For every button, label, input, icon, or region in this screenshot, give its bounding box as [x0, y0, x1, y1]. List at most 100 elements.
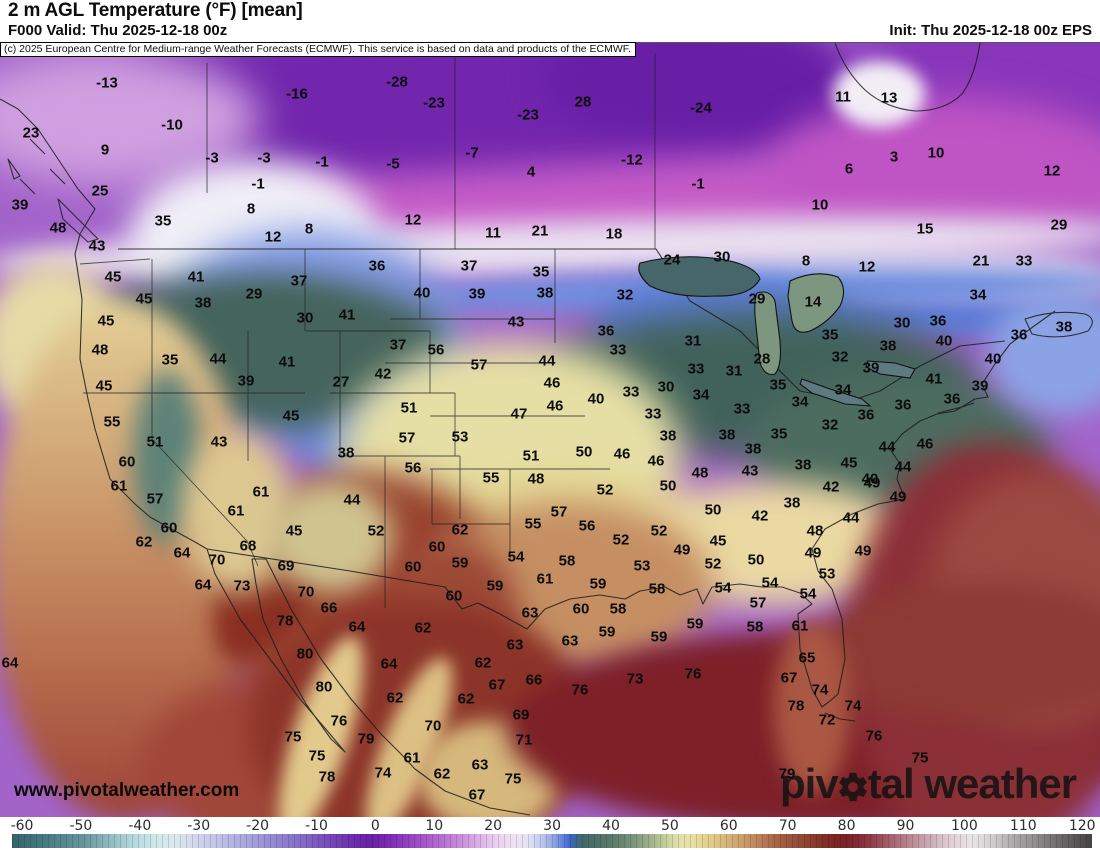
temp-label: 37	[389, 336, 407, 354]
temp-label: 33	[622, 383, 640, 401]
colorbar-tick: 110	[1009, 818, 1037, 834]
temp-label: 39	[237, 372, 255, 390]
temp-label: 69	[277, 557, 295, 575]
colorbar-tick-labels: -60 -50 -40 -30 -20 -10 0 10 20 30 40 50 60 70 80 90 100…	[0, 818, 1100, 834]
temp-label: 71	[515, 731, 533, 749]
temp-label: 78	[276, 612, 294, 630]
temp-label: 75	[284, 728, 302, 746]
temp-label: 33	[644, 405, 662, 423]
temp-label: 65	[798, 649, 816, 667]
temp-label: 62	[457, 690, 475, 708]
temp-label: 53	[451, 428, 469, 446]
valid-time-label: F000 Valid: Thu 2025-12-18 00z	[8, 22, 228, 39]
temp-label: 36	[857, 406, 875, 424]
temp-label: 50	[747, 551, 765, 569]
init-time-label: Init: Thu 2025-12-18 00z EPS	[889, 22, 1092, 39]
temp-label: 35	[769, 376, 787, 394]
temp-label: 11	[835, 88, 851, 106]
temp-label: 10	[811, 196, 829, 214]
temp-label: 41	[338, 306, 356, 324]
temp-label: 73	[233, 577, 251, 595]
temp-label: 43	[507, 313, 525, 331]
temp-label: 63	[471, 756, 489, 774]
temp-label: 42	[374, 365, 392, 383]
logo-text-pre: piv	[780, 760, 839, 807]
temp-label: 32	[831, 348, 849, 366]
temp-label: 48	[91, 341, 109, 359]
temp-label: 40	[861, 470, 879, 488]
temp-label: 30	[296, 309, 314, 327]
temp-label: 41	[187, 268, 205, 286]
temp-label: 62	[135, 533, 153, 551]
temp-label: 50	[575, 443, 593, 461]
temp-label: 38	[718, 426, 736, 444]
temp-label: 23	[22, 124, 40, 142]
colorbar-legend: -60 -50 -40 -30 -20 -10 0 10 20 30 40 50 60 70 80 90 100…	[0, 817, 1100, 850]
temp-label: 44	[343, 491, 361, 509]
temp-label: 76	[330, 712, 348, 730]
temp-label: 36	[929, 312, 947, 330]
temp-label: 75	[911, 749, 929, 767]
temp-label: 38	[1055, 318, 1073, 336]
temp-label: 45	[104, 268, 122, 286]
temp-label: 78	[318, 768, 336, 786]
temp-label: 42	[751, 507, 769, 525]
temp-label: 35	[532, 263, 550, 281]
temp-label: -1	[251, 175, 265, 193]
temp-label: 12	[404, 211, 422, 229]
temp-label: 46	[613, 445, 631, 463]
temp-label: -1	[315, 153, 329, 171]
colorbar-tick: -20	[246, 818, 270, 834]
temp-label: 57	[550, 503, 568, 521]
temp-label: 63	[561, 632, 579, 650]
temp-label: 34	[692, 386, 710, 404]
temp-label: 54	[799, 585, 817, 603]
temp-label: 56	[404, 459, 422, 477]
temp-label: 52	[612, 531, 630, 549]
temp-label: 61	[227, 502, 245, 520]
temp-label: 6	[844, 160, 854, 178]
temp-label: 47	[510, 405, 528, 423]
temp-label: 74	[374, 764, 392, 782]
temp-label: 60	[428, 538, 446, 556]
page-title: 2 m AGL Temperature (°F) [mean]	[8, 0, 303, 21]
temp-label: 60	[404, 558, 422, 576]
temp-label: 59	[598, 623, 616, 641]
colorbar-gradient	[12, 834, 1092, 848]
temp-label: 80	[315, 678, 333, 696]
colorbar-tick: -10	[305, 818, 328, 834]
florida-region	[773, 621, 851, 793]
temp-label: 54	[507, 548, 525, 566]
colorbar-tick: 100	[951, 818, 978, 834]
map-image[interactable]: -13 -28 -16 11 13 28 -23 -24 -23 -10 23 9 10 -7 3 -3 -3-…	[0, 42, 1100, 818]
temp-label: 33	[609, 341, 627, 359]
colorbar-tick: 60	[719, 818, 738, 834]
header: 2 m AGL Temperature (°F) [mean] F000 Val…	[0, 0, 1100, 42]
temp-label: 41	[925, 370, 943, 388]
temp-label: 41	[278, 353, 296, 371]
temp-label: 55	[524, 515, 542, 533]
temp-label: 12	[1043, 162, 1061, 180]
temp-label: 62	[433, 765, 451, 783]
temp-label: 58	[746, 618, 764, 636]
colorbar-tick: -40	[128, 818, 152, 834]
temp-label: 75	[308, 747, 326, 765]
temp-label: 52	[367, 522, 385, 540]
temp-label: 29	[1050, 216, 1068, 234]
temp-label: 49	[804, 544, 822, 562]
temp-label: 45	[95, 377, 113, 395]
temp-label: 49	[863, 474, 881, 492]
temp-label: 53	[818, 565, 836, 583]
temp-label: 62	[414, 619, 432, 637]
temp-label: 49	[854, 542, 872, 560]
temp-label: 80	[296, 645, 314, 663]
temp-label: 38	[794, 456, 812, 474]
temp-label: 48	[49, 219, 67, 237]
temp-label: 14	[804, 293, 822, 311]
temp-label: 56	[427, 341, 445, 359]
temp-label: 59	[486, 577, 504, 595]
gear-icon	[838, 772, 867, 802]
temp-label: 40	[413, 284, 431, 302]
temperature-labels-layer: -13 -28 -16 11 13 28 -23 -24 -23 -10 23 9 10 -7 3 -3 -3-…	[0, 43, 1100, 818]
